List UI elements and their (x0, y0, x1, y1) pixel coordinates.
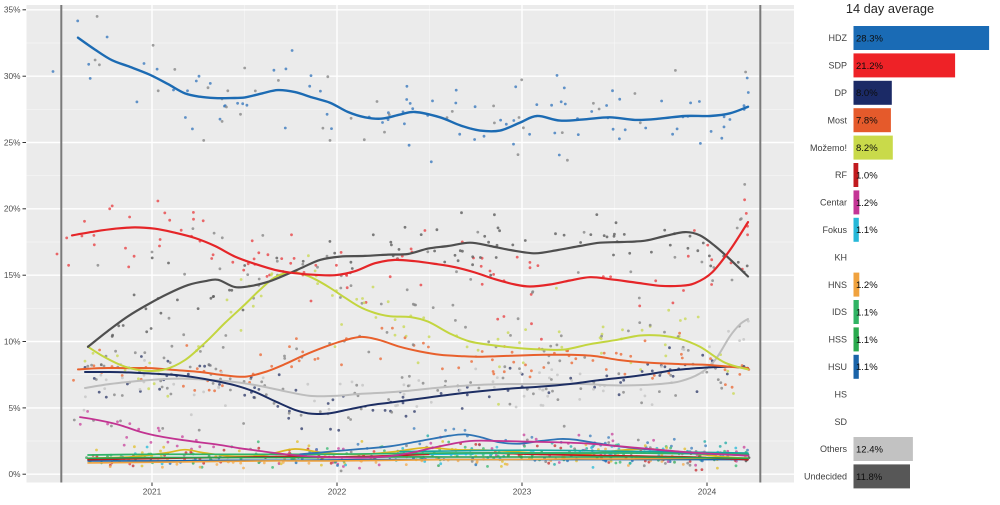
svg-text:Možemo!: Možemo! (810, 143, 847, 153)
svg-text:HSS: HSS (828, 335, 847, 345)
svg-text:1.2%: 1.2% (856, 198, 878, 209)
svg-text:2024: 2024 (698, 487, 717, 497)
svg-text:1.1%: 1.1% (856, 307, 878, 318)
svg-text:0%: 0% (9, 469, 22, 479)
svg-text:10%: 10% (4, 336, 21, 346)
svg-text:SDP: SDP (828, 61, 847, 71)
svg-text:HSU: HSU (828, 362, 847, 372)
svg-text:1.0%: 1.0% (856, 170, 878, 181)
svg-text:RF: RF (835, 170, 847, 180)
svg-text:Others: Others (820, 444, 848, 454)
svg-text:HS: HS (834, 389, 847, 399)
svg-text:2023: 2023 (513, 487, 532, 497)
svg-text:Fokus: Fokus (822, 225, 847, 235)
svg-text:Undecided: Undecided (804, 472, 847, 482)
svg-text:Most: Most (827, 115, 847, 125)
svg-text:30%: 30% (4, 71, 21, 81)
svg-text:2022: 2022 (328, 487, 347, 497)
svg-text:35%: 35% (4, 5, 21, 15)
svg-text:SD: SD (834, 417, 847, 427)
svg-text:1.1%: 1.1% (856, 335, 878, 346)
svg-text:HNS: HNS (828, 280, 847, 290)
svg-text:11.8%: 11.8% (856, 472, 883, 483)
svg-text:IDS: IDS (832, 307, 847, 317)
svg-text:8.0%: 8.0% (856, 88, 878, 99)
svg-text:8.2%: 8.2% (856, 143, 878, 154)
svg-text:5%: 5% (9, 403, 22, 413)
svg-text:15%: 15% (4, 270, 21, 280)
svg-text:7.8%: 7.8% (856, 116, 878, 127)
svg-text:1.1%: 1.1% (856, 225, 878, 236)
svg-text:KH: KH (834, 252, 847, 262)
svg-text:HDZ: HDZ (829, 33, 848, 43)
svg-text:21.2%: 21.2% (856, 61, 883, 72)
svg-text:1.1%: 1.1% (856, 362, 878, 373)
svg-text:28.3%: 28.3% (856, 33, 883, 44)
svg-text:Centar: Centar (820, 198, 847, 208)
svg-text:1.2%: 1.2% (856, 280, 878, 291)
svg-text:25%: 25% (4, 137, 21, 147)
svg-text:DP: DP (834, 88, 847, 98)
svg-text:20%: 20% (4, 204, 21, 214)
svg-text:2021: 2021 (143, 487, 162, 497)
svg-text:12.4%: 12.4% (856, 444, 883, 455)
svg-text:14 day average: 14 day average (846, 1, 934, 16)
